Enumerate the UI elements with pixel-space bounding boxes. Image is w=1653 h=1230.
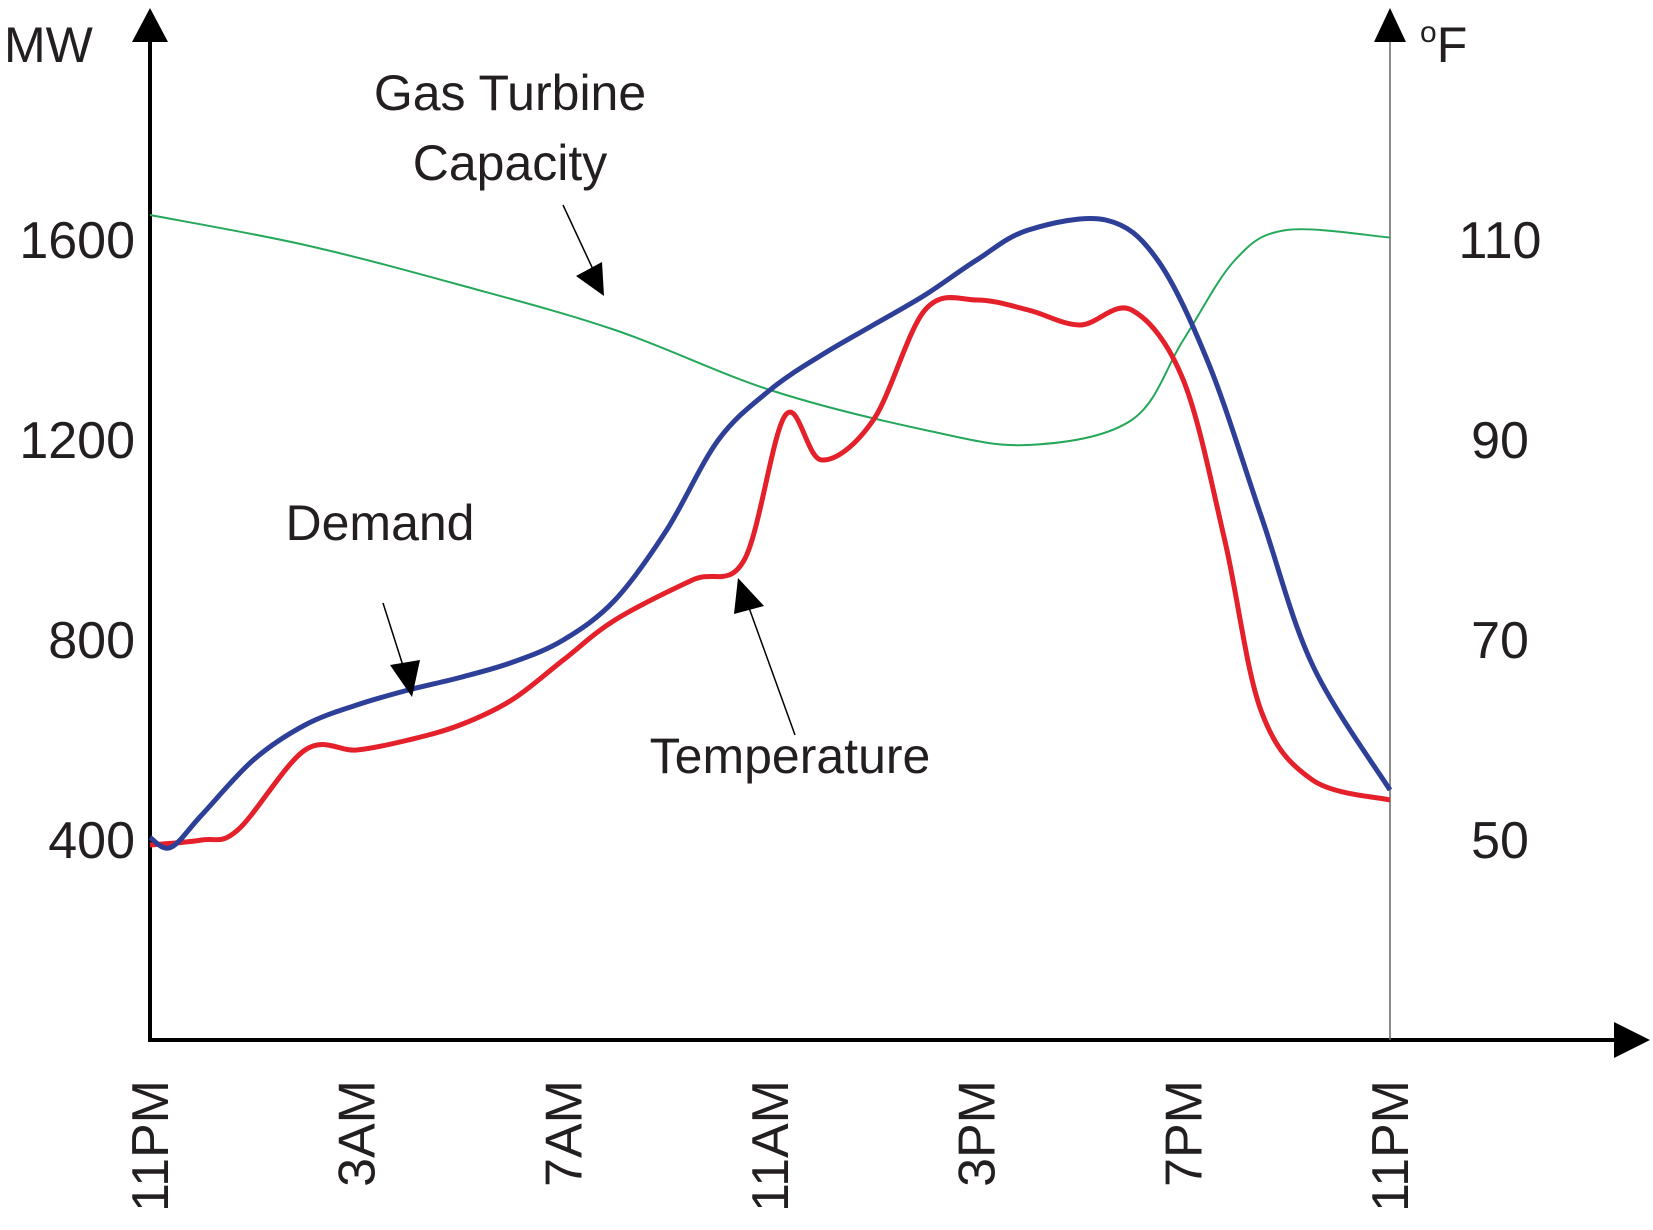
annotation-capacity-line2: Capacity bbox=[413, 135, 608, 191]
left-y-tick-label: 1200 bbox=[19, 412, 135, 470]
x-tick-label: 3PM bbox=[949, 1080, 1007, 1187]
annotations: Gas Turbine Capacity Demand Temperature bbox=[286, 65, 931, 784]
annotation-capacity-arrow bbox=[562, 204, 598, 279]
x-tick-label: 7AM bbox=[535, 1080, 593, 1187]
left-y-tick-label: 400 bbox=[48, 812, 135, 870]
series-line-temperature bbox=[149, 295, 1391, 848]
annotation-temperature-arrow bbox=[747, 604, 796, 736]
right-axis-unit-superscript: o bbox=[1420, 16, 1437, 49]
series-line-demand bbox=[148, 215, 1393, 851]
annotation-capacity-arrowhead bbox=[576, 262, 604, 296]
left-y-tick-labels: 400 800 1200 1600 bbox=[19, 212, 135, 870]
left-y-tick-label: 1600 bbox=[19, 212, 135, 270]
right-axis-unit-main: F bbox=[1437, 17, 1468, 73]
annotation-demand: Demand bbox=[286, 495, 475, 551]
right-y-tick-label: 70 bbox=[1471, 612, 1529, 670]
x-tick-labels: 11PM 3AM 7AM 11AM 3PM 7PM 11PM bbox=[122, 1080, 1420, 1212]
x-tick-label: 7PM bbox=[1155, 1080, 1213, 1187]
right-y-tick-labels: 50 70 90 110 bbox=[1459, 212, 1542, 870]
x-tick-label: 3AM bbox=[329, 1080, 387, 1187]
right-y-axis-arrowhead bbox=[1374, 8, 1406, 42]
left-axis-unit-label: MW bbox=[4, 17, 94, 73]
left-y-tick-label: 800 bbox=[48, 612, 135, 670]
x-axis-arrowhead bbox=[1614, 1022, 1650, 1058]
annotation-temperature: Temperature bbox=[650, 728, 931, 784]
x-tick-label: 11PM bbox=[1362, 1080, 1420, 1212]
annotation-demand-arrowhead bbox=[390, 660, 420, 697]
x-tick-label: 11AM bbox=[742, 1080, 800, 1212]
annotation-capacity-line1: Gas Turbine bbox=[374, 65, 646, 121]
axes bbox=[132, 8, 1650, 1058]
right-y-tick-label: 110 bbox=[1459, 212, 1542, 270]
left-y-axis-arrowhead bbox=[132, 8, 168, 42]
x-tick-label: 11PM bbox=[122, 1080, 180, 1212]
right-axis-unit-label: oF bbox=[1420, 16, 1467, 73]
right-y-tick-label: 90 bbox=[1471, 412, 1529, 470]
annotation-temperature-arrowhead bbox=[734, 578, 764, 614]
series-line-gas-turbine-capacity bbox=[149, 214, 1391, 447]
right-y-tick-label: 50 bbox=[1471, 812, 1529, 870]
annotation-demand-arrow bbox=[382, 602, 406, 673]
